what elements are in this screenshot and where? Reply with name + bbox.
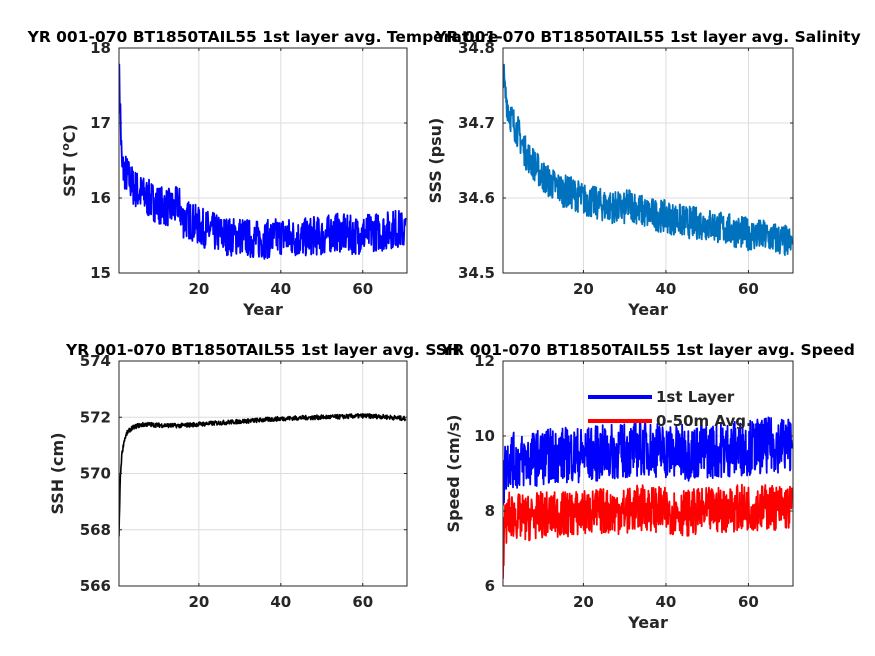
y-tick-label: 568 bbox=[80, 521, 111, 539]
series-line-0-50m-avg- bbox=[503, 483, 793, 579]
x-tick-label: 60 bbox=[738, 593, 759, 611]
chart-title: YR 001-070 BT1850TAIL55 1st layer avg. S… bbox=[434, 28, 860, 46]
y-tick-label: 34.6 bbox=[458, 189, 495, 207]
x-tick-label: 40 bbox=[270, 280, 291, 298]
y-tick-label: 10 bbox=[474, 427, 495, 445]
legend-label: 0-50m Avg. bbox=[656, 412, 752, 430]
y-tick-label: 8 bbox=[485, 502, 495, 520]
panel-salinity: 20 40 60 34.5 34.6 34.7 34.8YR 001-070 BT1850T… bbox=[426, 28, 861, 319]
x-tick-label: 40 bbox=[656, 593, 677, 611]
chart-title: YR 001-070 BT1850TAIL55 1st layer avg. S… bbox=[65, 341, 460, 359]
x-axis-label: Year bbox=[242, 300, 283, 319]
series-line-series-0 bbox=[119, 63, 407, 260]
y-axis-label: Speed (cm/s) bbox=[444, 415, 463, 533]
legend: 1st Layer 0-50m Avg. bbox=[588, 388, 752, 430]
y-axis-label: SSS (psu) bbox=[426, 118, 445, 204]
y-tick-label: 34.5 bbox=[458, 264, 495, 282]
x-tick-label: 20 bbox=[188, 280, 209, 298]
y-axis-label: SST (oC) bbox=[59, 124, 80, 197]
legend-label: 1st Layer bbox=[656, 388, 735, 406]
x-tick-label: 40 bbox=[270, 593, 291, 611]
x-tick-label: 40 bbox=[656, 280, 677, 298]
y-axis-label-superscript: o bbox=[59, 143, 72, 151]
x-axis-label: Year bbox=[627, 613, 668, 632]
x-tick-label: 20 bbox=[573, 593, 594, 611]
y-tick-label: 34.8 bbox=[458, 39, 495, 57]
y-tick-label: 566 bbox=[80, 577, 111, 595]
x-tick-label: 60 bbox=[352, 593, 373, 611]
y-tick-label: 34.7 bbox=[458, 114, 495, 132]
series-line-series-0 bbox=[119, 412, 407, 537]
y-tick-label: 12 bbox=[474, 352, 495, 370]
chart-title: YR 001-070 BT1850TAIL55 1st layer avg. S… bbox=[440, 341, 855, 359]
series-line-series-0 bbox=[503, 63, 793, 257]
y-axis-label-part: SST ( bbox=[60, 151, 79, 197]
y-tick-label: 17 bbox=[90, 114, 111, 132]
y-tick-label: 16 bbox=[90, 189, 111, 207]
axes-box bbox=[502, 360, 794, 587]
chart-title: YR 001-070 BT1850TAIL55 1st layer avg. T… bbox=[27, 28, 499, 46]
x-tick-label: 20 bbox=[188, 593, 209, 611]
x-tick-label: 20 bbox=[573, 280, 594, 298]
x-tick-label: 60 bbox=[352, 280, 373, 298]
y-tick-label: 570 bbox=[80, 465, 111, 483]
y-tick-label: 15 bbox=[90, 264, 111, 282]
y-axis-label: SSH (cm) bbox=[48, 432, 67, 514]
x-axis-label: Year bbox=[627, 300, 668, 319]
y-tick-label: 574 bbox=[80, 352, 111, 370]
y-axis-label-part: C) bbox=[60, 124, 79, 143]
series-line-1st-layer bbox=[503, 416, 793, 506]
x-tick-label: 60 bbox=[738, 280, 759, 298]
y-tick-label: 18 bbox=[90, 39, 111, 57]
y-tick-label: 6 bbox=[485, 577, 495, 595]
axes-box bbox=[118, 47, 408, 274]
axes-box bbox=[502, 47, 794, 274]
y-tick-label: 572 bbox=[80, 408, 111, 426]
